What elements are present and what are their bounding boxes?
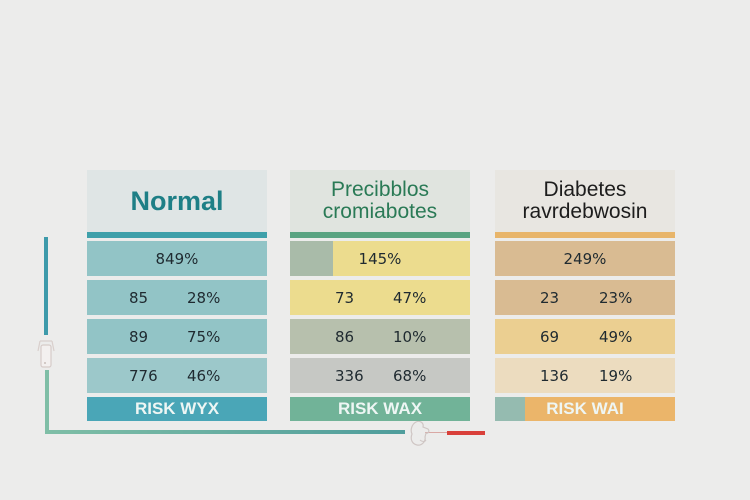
risk-segment xyxy=(495,397,525,421)
row-percent: 28% xyxy=(187,288,221,307)
column-title-line-1: Diabetes xyxy=(543,177,627,201)
table-row: 69 49% xyxy=(495,319,675,354)
row-percent: 75% xyxy=(187,327,221,346)
table-row: 23 23% xyxy=(495,280,675,315)
row-count: 69 xyxy=(540,327,560,346)
row-percent: 47% xyxy=(393,288,427,307)
table-row: 849% xyxy=(87,241,267,276)
table-row: 776 46% xyxy=(87,358,267,393)
plug-icon xyxy=(37,340,55,368)
row-percent: 23% xyxy=(599,288,633,307)
column-title: Normal xyxy=(130,185,224,216)
row-percent: 49% xyxy=(599,327,633,346)
table-row: 145% xyxy=(290,241,470,276)
row-count: 336 xyxy=(335,366,364,385)
column-diabetes: Diabetes ravrdebwosin 249% 23 23% 69 49%… xyxy=(495,170,675,421)
row-percent: 46% xyxy=(187,366,221,385)
table-row: 85 28% xyxy=(87,280,267,315)
row-value: 249% xyxy=(563,249,607,268)
row-count: 23 xyxy=(540,288,560,307)
row-segment xyxy=(290,241,333,276)
accent-bar xyxy=(290,232,470,238)
table-row: 249% xyxy=(495,241,675,276)
connector-red-segment xyxy=(447,431,485,435)
column-title-line-2: ravrdebwosin xyxy=(522,200,648,223)
table-row: 89 75% xyxy=(87,319,267,354)
row-count: 86 xyxy=(335,327,355,346)
risk-bar: RISK WAI xyxy=(495,397,675,421)
table-row: 336 68% xyxy=(290,358,470,393)
table-row: 86 10% xyxy=(290,319,470,354)
column-prediabetes: Precibblos cromiabotes 145% 73 47% 86 10… xyxy=(290,170,470,421)
column-title-line-1: Precibblos xyxy=(330,177,430,201)
row-value: 849% xyxy=(155,249,199,268)
row-percent: 10% xyxy=(393,327,427,346)
column-header: Diabetes ravrdebwosin xyxy=(495,170,675,232)
risk-label: RISK WAX xyxy=(337,399,423,418)
risk-label: RISK WYX xyxy=(134,399,220,418)
connector-line-top xyxy=(44,237,48,335)
column-header: Normal xyxy=(87,170,267,232)
row-count: 89 xyxy=(129,327,149,346)
column-header: Precibblos cromiabotes xyxy=(290,170,470,232)
accent-bar xyxy=(495,232,675,238)
row-count: 73 xyxy=(335,288,355,307)
risk-bar: RISK WAX xyxy=(290,397,470,421)
risk-label: RISK WAI xyxy=(546,399,624,418)
column-normal: Normal 849% 85 28% 89 75% 776 46% RISK W… xyxy=(87,170,267,421)
column-title-line-2: cromiabotes xyxy=(322,200,438,223)
row-percent: 68% xyxy=(393,366,427,385)
row-count: 85 xyxy=(129,288,149,307)
table-row: 73 47% xyxy=(290,280,470,315)
table-row: 136 19% xyxy=(495,358,675,393)
row-count: 136 xyxy=(540,366,569,385)
accent-bar xyxy=(87,232,267,238)
connector-line-bottom xyxy=(45,370,49,434)
row-percent: 19% xyxy=(599,366,633,385)
connector-thin-line xyxy=(425,432,449,433)
hand-pointer-icon xyxy=(410,420,430,446)
risk-bar: RISK WYX xyxy=(87,397,267,421)
connector-line-horizontal xyxy=(45,430,405,434)
row-count: 776 xyxy=(129,366,158,385)
row-value: 145% xyxy=(358,249,402,268)
